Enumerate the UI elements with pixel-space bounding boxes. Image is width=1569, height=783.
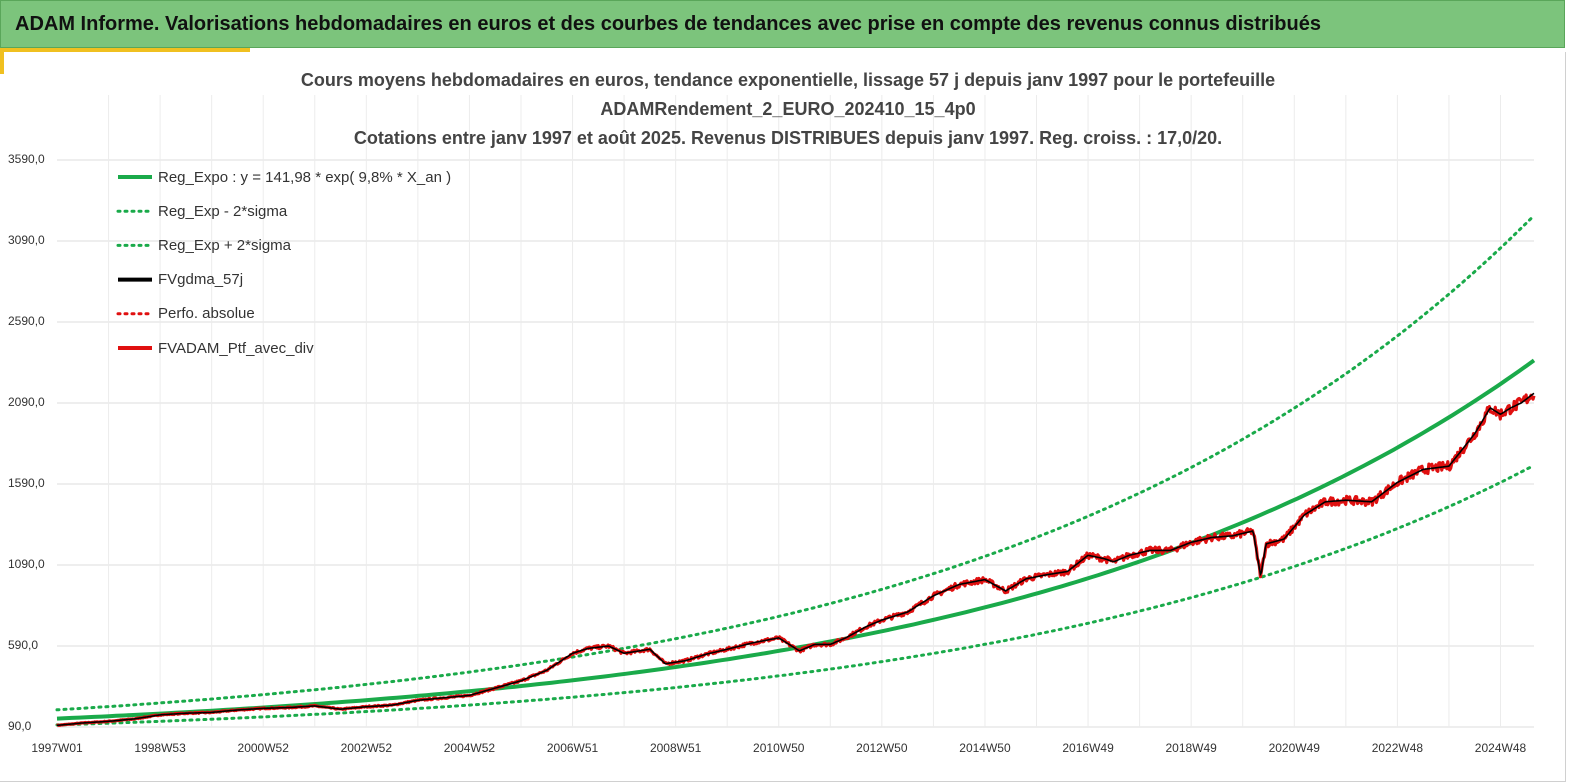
legend-item: Reg_Exp - 2*sigma (116, 201, 287, 221)
series-reg-plus-2sigma (55, 214, 1536, 712)
series-portfolio-with-div (56, 393, 1536, 728)
series-fvgdma-57j (56, 392, 1535, 727)
accent-bar-left (0, 48, 4, 74)
accent-bar-top (0, 48, 250, 52)
legend-label: FVADAM_Ptf_avec_div (158, 339, 314, 357)
y-tick-label: 2090,0 (8, 395, 45, 409)
x-tick-label: 2000W52 (237, 741, 289, 755)
series-reg-minus-2sigma (55, 463, 1536, 727)
chart-frame (0, 52, 1566, 782)
legend-item: Reg_Exp + 2*sigma (116, 235, 291, 255)
x-tick-label: 2024W48 (1474, 741, 1527, 755)
legend-item: Reg_Expo : y = 141,98 * exp( 9,8% * X_an… (116, 167, 451, 187)
legend-label: Reg_Expo : y = 141,98 * exp( 9,8% * X_an… (158, 168, 452, 186)
x-tick-label: 2008W51 (649, 741, 702, 755)
chart-legend-swatches (116, 175, 154, 350)
legend-label: FVgdma_57j (158, 271, 244, 289)
legend-item: Perfo. absolue (116, 304, 255, 324)
chart-title-line-3: Cotations entre janv 1997 et août 2025. … (353, 128, 1223, 148)
chart-grid (57, 95, 1534, 728)
legend-label: Perfo. absolue (158, 305, 255, 323)
legend-item: FVgdma_57j (116, 270, 243, 290)
y-tick-label: 1590,0 (8, 476, 45, 490)
chart-series (55, 214, 1536, 728)
banner-title: ADAM Informe. Valorisations hebdomadaire… (0, 0, 1565, 48)
y-tick-label: 3090,0 (8, 233, 45, 247)
legend-item: FVADAM_Ptf_avec_div (116, 338, 314, 358)
x-tick-label: 2022W48 (1371, 741, 1424, 755)
y-tick-label: 590,0 (8, 638, 39, 652)
chart-title-line-2: ADAMRendement_2_EURO_202410_15_4p0 (600, 99, 976, 119)
x-tick-label: 2014W50 (959, 741, 1011, 755)
x-tick-label: 1998W53 (134, 741, 186, 755)
y-tick-label: 3590,0 (8, 152, 45, 166)
x-tick-label: 1997W01 (31, 741, 83, 755)
legend-label: Reg_Exp - 2*sigma (158, 202, 288, 220)
x-tick-label: 2020W49 (1268, 741, 1320, 755)
series-reg-expo (56, 358, 1536, 721)
x-tick-label: 2004W52 (443, 741, 496, 755)
y-tick-label: 2590,0 (8, 314, 45, 328)
chart-title-line-1: Cours moyens hebdomadaires en euros, ten… (300, 70, 1276, 90)
x-tick-label: 2012W50 (856, 741, 908, 755)
x-tick-label: 2016W49 (1062, 741, 1114, 755)
y-tick-label: 1090,0 (8, 557, 45, 571)
legend-label: Reg_Exp + 2*sigma (158, 236, 291, 254)
y-tick-label: 90,0 (8, 719, 32, 733)
x-tick-label: 2006W51 (546, 741, 599, 755)
x-tick-label: 2018W49 (1165, 741, 1217, 755)
x-tick-label: 2002W52 (340, 741, 392, 755)
x-tick-label: 2010W50 (753, 741, 805, 755)
